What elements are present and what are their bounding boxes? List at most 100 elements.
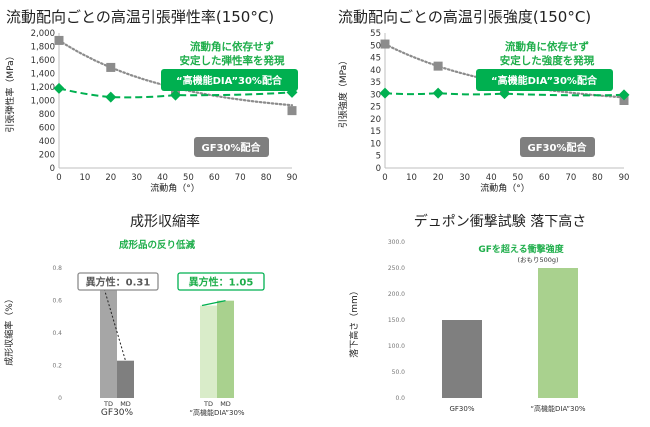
strength-axes [384,33,624,169]
modulus-axes [58,33,292,169]
shrinkage-chart-title: 成形収縮率 [130,213,200,230]
shrinkage-y-ticks: 0 0.2 0.4 0.6 0.8 [52,265,62,402]
strength-y-tick-label: 30 [370,90,381,100]
strength-y-tick-label: 15 [370,127,381,137]
gf-anisotropy-label: 異方性：0.31 [86,276,151,289]
shrinkage-y-tick-label: 0.8 [52,265,62,272]
modulus-x-tick-label: 0 [56,173,61,183]
strength-x-tick-label: 80 [592,173,603,183]
impact-y-tick-label: 300.0 [388,239,405,246]
modulus-y-tick-label: 600 [39,124,55,134]
modulus-note-line2: 安定した弾性率を発現 [180,54,285,67]
strength-x-tick-label: 10 [406,173,417,183]
dia-group-label: “高機能DIA”30% [189,408,245,417]
strength-gf-legend-box [520,137,595,157]
modulus-y-tick-label: 2,000 [31,29,55,39]
impact-chart-title: デュポン衝撃試験 落下高さ [414,213,586,230]
modulus-y-tick-label: 800 [39,110,55,120]
impact-y-axis-label: 落下高さ（mm） [348,286,360,358]
shrinkage-subtitle: 成形品の反り低減 [119,239,196,251]
gf-anisotropy-box [77,272,159,291]
modulus-y-tick-label: 1,200 [31,83,55,93]
modulus-dia-legend-box [161,69,298,91]
impact-note-line2: (おもり500g) [517,256,558,264]
modulus-y-tick-label: 1,800 [31,43,55,53]
dia-md-bar [217,300,234,398]
shrinkage-y-tick-label: 0.4 [52,330,62,337]
modulus-dia-point [53,82,65,94]
impact-y-tick-label: 150.0 [388,317,405,324]
strength-note-line2: 安定した強度を発現 [500,54,595,67]
strength-y-tick-label: 0 [376,164,381,174]
gf-impact-label: GF30% [449,405,474,413]
strength-y-tick-label: 50 [370,41,381,51]
modulus-x-tick-label: 10 [79,173,90,183]
strength-dia-legend-box [476,69,613,91]
impact-y-tick-label: 100.0 [388,343,405,350]
impact-y-ticks: 0.0 50.0 100.0 150.0 200.0 250.0 300.0 [388,239,405,402]
modulus-note-line1: 流動角に依存せず [190,40,274,53]
shrinkage-bars [100,281,234,398]
impact-y-tick-label: 250.0 [388,265,405,272]
dia-td-bar [200,305,217,398]
modulus-dia-point [105,91,117,103]
dia-anisotropy-label: 異方性：1.05 [189,276,254,289]
dia-anisotropy-box [177,272,265,291]
impact-y-tick-label: 0.0 [395,395,405,402]
modulus-x-tick-label: 60 [209,173,220,183]
strength-y-tick-label: 35 [370,78,381,88]
dia-td-label: TD [203,400,213,408]
strength-x-tick-label: 60 [539,173,550,183]
dia-anisotropy-link [201,300,226,307]
modulus-x-tick-label: 50 [183,173,194,183]
modulus-x-tick-label: 80 [261,173,272,183]
strength-chart-title: 流動配向ごとの高温引張強度(150°C) [338,8,591,26]
strength-dia-trendline [384,92,625,97]
strength-gf-point [619,96,629,105]
strength-y-ticks: 0 5 10 15 20 25 30 35 40 45 50 55 [370,29,381,174]
strength-note-line1: 流動角に依存せず [505,40,589,53]
impact-y-tick-label: 50.0 [392,369,406,376]
impact-bars [442,268,578,398]
modulus-x-ticks: 0 10 20 30 40 50 60 70 80 90 [56,173,297,183]
modulus-x-tick-label: 40 [157,173,168,183]
strength-x-ticks: 0 10 20 30 40 50 60 70 80 90 [382,173,629,183]
modulus-y-ticks: 0 200 400 600 800 1,000 1,200 1,400 1,600 1,800 2,… [31,29,55,174]
gf-td-label: TD [103,400,113,408]
impact-y-tick-label: 200.0 [388,291,405,298]
strength-dia-legend-label: “高機能DIA”30%配合 [491,74,598,87]
strength-y-tick-label: 40 [370,66,381,76]
strength-x-tick-label: 40 [486,173,497,183]
strength-y-axis-label: 引張強度（MPa） [337,56,349,128]
modulus-dia-point [170,89,181,101]
impact-chart: デュポン衝撃試験 落下高さ GFを超える衝撃強度 (おもり500g) 落下高さ（… [348,213,586,413]
shrinkage-y-tick-label: 0.2 [52,363,62,370]
strength-x-tick-label: 50 [512,173,523,183]
impact-note-line1: GFを超える衝撃強度 [478,243,564,255]
strength-gf-point [380,39,390,49]
strength-y-tick-label: 55 [370,29,381,39]
modulus-y-tick-label: 0 [50,164,55,174]
shrinkage-y-tick-label: 0.6 [52,298,62,305]
dia-impact-bar [538,268,578,398]
modulus-x-tick-label: 30 [131,173,142,183]
modulus-y-tick-label: 1,000 [31,97,55,107]
modulus-x-tick-label: 70 [235,173,246,183]
strength-y-tick-label: 10 [370,139,381,149]
modulus-gf-point [54,35,64,45]
strength-y-tick-label: 5 [376,152,381,162]
shrinkage-y-axis-label: 成形収縮率（%） [3,294,15,366]
strength-gf-legend-label: GF30%配合 [528,141,588,154]
impact-category-labels: GF30% “高機能DIA”30% [449,404,585,413]
gf-md-label: MD [120,400,131,408]
strength-y-tick-label: 45 [370,54,381,64]
strength-x-tick-label: 30 [459,173,470,183]
modulus-gf-point [287,106,297,116]
modulus-dia-legend-label: “高機能DIA”30%配合 [176,74,283,87]
modulus-gf-legend-box [194,137,269,157]
strength-chart: 流動配向ごとの高温引張強度(150°C) 引張強度（MPa） 流動角（°） 0 5… [337,8,630,194]
modulus-chart-title: 流動配向ごとの高温引張弾性率(150°C) [6,8,274,26]
modulus-y-axis-label: 引張弾性率（MPa） [4,51,16,132]
